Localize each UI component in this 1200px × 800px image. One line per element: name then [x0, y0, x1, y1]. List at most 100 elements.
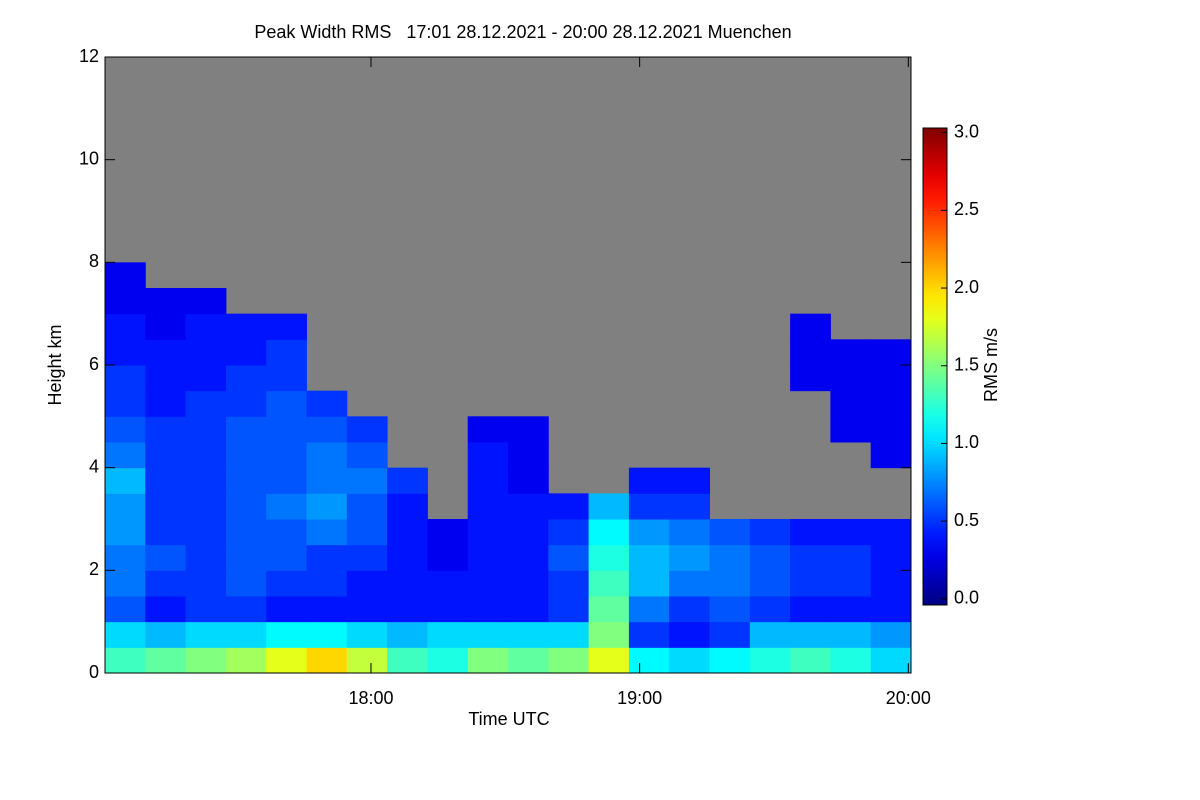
- heatmap-cell: [387, 544, 428, 571]
- heatmap-cell: [105, 339, 146, 366]
- heatmap-cell: [306, 570, 348, 597]
- heatmap-cell: [870, 442, 912, 469]
- heatmap-cell: [105, 313, 146, 340]
- heatmap-cell: [709, 570, 751, 597]
- heatmap-cell: [508, 544, 549, 571]
- heatmap-cell: [749, 519, 791, 546]
- heatmap-cell: [467, 493, 509, 520]
- heatmap-cell: [346, 493, 388, 520]
- heatmap-cell: [266, 313, 307, 340]
- heatmap-cell: [749, 647, 791, 674]
- heatmap-cell: [145, 416, 187, 443]
- heatmap-cell: [830, 390, 872, 417]
- chart-title: Peak Width RMS 17:01 28.12.2021 - 20:00 …: [254, 22, 791, 42]
- heatmap-cell: [508, 570, 549, 597]
- heatmap-cell: [508, 467, 549, 494]
- heatmap-cell: [306, 416, 348, 443]
- heatmap-cell: [145, 621, 187, 648]
- heatmap-cell: [709, 519, 751, 546]
- heatmap-cell: [145, 442, 187, 469]
- heatmap-cell: [870, 544, 912, 571]
- heatmap-cell: [467, 416, 509, 443]
- heatmap-cell: [266, 467, 307, 494]
- heatmap-cell: [588, 519, 630, 546]
- heatmap-cell: [145, 467, 187, 494]
- heatmap-cell: [548, 647, 590, 674]
- heatmap-cell: [185, 596, 227, 623]
- heatmap-cell: [145, 390, 187, 417]
- heatmap-cell: [306, 390, 348, 417]
- heatmap-cell: [830, 416, 872, 443]
- heatmap-cell: [709, 544, 751, 571]
- heatmap-cell: [628, 519, 670, 546]
- heatmap-cell: [145, 544, 187, 571]
- heatmap-cell: [669, 647, 710, 674]
- heatmap-cell: [830, 365, 872, 392]
- heatmap-cell: [628, 493, 670, 520]
- heatmap-cell: [628, 544, 670, 571]
- heatmap-cell: [709, 647, 751, 674]
- heatmap-cell: [346, 519, 388, 546]
- heatmap-cell: [790, 621, 831, 648]
- heatmap-cell: [185, 365, 227, 392]
- y-axis-label: Height km: [45, 324, 65, 405]
- heatmap-cell: [669, 570, 710, 597]
- heatmap-cell: [346, 442, 388, 469]
- heatmap-cell: [346, 416, 388, 443]
- colorbar-tick-label: 1.0: [954, 432, 979, 452]
- heatmap-cell: [266, 570, 307, 597]
- heatmap-cell: [467, 519, 509, 546]
- x-tick-label: 19:00: [617, 688, 662, 708]
- heatmap-cell: [105, 416, 146, 443]
- heatmap-cell: [628, 596, 670, 623]
- heatmap-cell: [387, 493, 428, 520]
- heatmap-cell: [145, 365, 187, 392]
- heatmap-cell: [709, 621, 751, 648]
- heatmap-cell: [225, 544, 267, 571]
- heatmap-cell: [145, 493, 187, 520]
- heatmap-cell: [548, 519, 590, 546]
- heatmap-cell: [306, 467, 348, 494]
- heatmap-cell: [749, 596, 791, 623]
- heatmap-cell: [427, 647, 469, 674]
- heatmap-cell: [145, 596, 187, 623]
- heatmap-cell: [306, 621, 348, 648]
- heatmap-cell: [346, 596, 388, 623]
- heatmap-cell: [306, 596, 348, 623]
- heatmap-cell: [749, 544, 791, 571]
- heatmap-cell: [588, 544, 630, 571]
- heatmap-cell: [105, 365, 146, 392]
- heatmap-cell: [588, 621, 630, 648]
- y-tick-label: 8: [89, 251, 99, 271]
- heatmap-cell: [427, 519, 469, 546]
- heatmap-cell: [467, 621, 509, 648]
- heatmap-cell: [145, 570, 187, 597]
- heatmap-cell: [588, 493, 630, 520]
- heatmap-cell: [225, 390, 267, 417]
- y-tick-label: 0: [89, 662, 99, 682]
- heatmap-cell: [145, 339, 187, 366]
- heatmap-cell: [790, 570, 831, 597]
- heatmap-cell: [588, 596, 630, 623]
- heatmap-cell: [266, 416, 307, 443]
- heatmap-cell: [790, 596, 831, 623]
- heatmap-cell: [427, 596, 469, 623]
- heatmap-cell: [346, 621, 388, 648]
- heatmap-cell: [508, 621, 549, 648]
- heatmap-cell: [387, 519, 428, 546]
- heatmap-cell: [508, 596, 549, 623]
- heatmap-cell: [830, 519, 872, 546]
- heatmap-cell: [790, 339, 831, 366]
- x-axis-label: Time UTC: [468, 709, 549, 729]
- heatmap-cell: [105, 519, 146, 546]
- heatmap-cell: [266, 365, 307, 392]
- heatmap-cell: [628, 570, 670, 597]
- heatmap-cell: [225, 365, 267, 392]
- heatmap-cell: [306, 493, 348, 520]
- heatmap-cell: [105, 570, 146, 597]
- heatmap-cell: [548, 621, 590, 648]
- heatmap-cell: [427, 621, 469, 648]
- heatmap-cell: [185, 647, 227, 674]
- heatmap-cell: [790, 365, 831, 392]
- heatmap-cell: [266, 621, 307, 648]
